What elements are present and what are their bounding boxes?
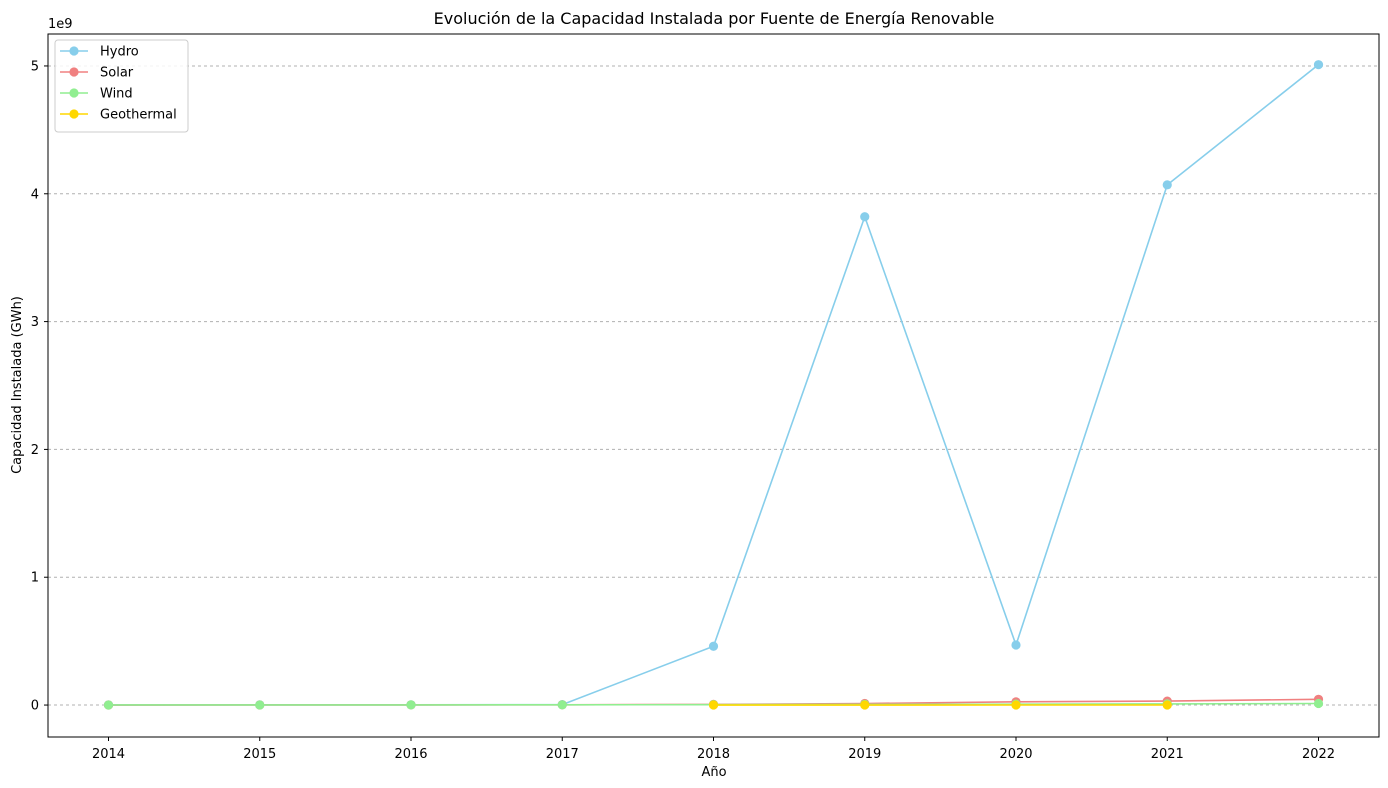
data-point-wind bbox=[255, 700, 265, 710]
gridlines bbox=[48, 65, 1379, 706]
data-point-hydro bbox=[1162, 180, 1172, 190]
plot-frame bbox=[47, 33, 1380, 738]
series-lines bbox=[103, 60, 1324, 710]
y-tick-label: 5 bbox=[31, 59, 39, 74]
x-axis-title: Año bbox=[701, 765, 726, 780]
legend-marker-wind bbox=[69, 88, 79, 98]
legend-box bbox=[54, 39, 189, 133]
legend-item-hydro: Hydro bbox=[60, 45, 139, 60]
data-point-geothermal bbox=[708, 700, 719, 710]
x-axis-ticks: 2014 2015 2016 2017 2018 2019 2020 2021 2022 bbox=[92, 737, 1335, 762]
data-point-wind bbox=[1313, 698, 1324, 709]
y-tick-label: 1 bbox=[31, 571, 39, 586]
legend-label-hydro: Hydro bbox=[100, 45, 139, 60]
legend-marker-solar bbox=[69, 67, 79, 77]
data-point-wind bbox=[557, 700, 567, 710]
data-point-hydro bbox=[860, 212, 870, 222]
x-tick-label: 2021 bbox=[1151, 747, 1184, 762]
y-axis-ticks: 0 1 2 3 4 5 bbox=[31, 59, 48, 714]
legend-marker-hydro bbox=[69, 46, 79, 56]
data-point-hydro bbox=[708, 641, 719, 651]
y-multiplier-label: 1e9 bbox=[48, 17, 73, 32]
legend-marker-geothermal bbox=[69, 109, 79, 119]
x-tick-label: 2017 bbox=[546, 747, 579, 762]
series-line-hydro bbox=[108, 64, 1319, 706]
x-tick-label: 2019 bbox=[848, 747, 881, 762]
chart-title: Evolución de la Capacidad Instalada por … bbox=[434, 9, 995, 28]
x-tick-label: 2014 bbox=[92, 747, 125, 762]
data-point-geothermal bbox=[1011, 700, 1021, 710]
y-tick-label: 4 bbox=[31, 187, 39, 202]
data-point-geothermal bbox=[860, 700, 870, 710]
x-tick-label: 2015 bbox=[243, 747, 276, 762]
y-tick-label: 3 bbox=[31, 315, 39, 330]
legend-item-solar: Solar bbox=[60, 66, 134, 81]
y-axis-title: Capacidad Instalada (GWh) bbox=[10, 296, 25, 474]
data-point-hydro bbox=[1011, 640, 1021, 650]
legend: Hydro Solar Wind Geothermal bbox=[54, 39, 189, 133]
legend-label-geothermal: Geothermal bbox=[100, 108, 177, 123]
legend-label-solar: Solar bbox=[100, 66, 134, 81]
y-tick-label: 0 bbox=[31, 699, 39, 714]
series-geothermal bbox=[708, 700, 1172, 710]
x-tick-label: 2020 bbox=[999, 747, 1032, 762]
data-point-geothermal bbox=[1162, 700, 1172, 710]
x-tick-label: 2018 bbox=[697, 747, 730, 762]
y-tick-label: 2 bbox=[31, 443, 39, 458]
x-tick-label: 2022 bbox=[1302, 747, 1335, 762]
legend-item-geothermal: Geothermal bbox=[60, 108, 177, 123]
legend-item-wind: Wind bbox=[60, 87, 133, 102]
data-point-wind bbox=[103, 700, 114, 710]
data-point-hydro bbox=[1313, 60, 1324, 70]
x-tick-label: 2016 bbox=[394, 747, 427, 762]
series-hydro bbox=[103, 60, 1324, 710]
data-point-wind bbox=[406, 700, 416, 710]
legend-label-wind: Wind bbox=[100, 87, 133, 102]
